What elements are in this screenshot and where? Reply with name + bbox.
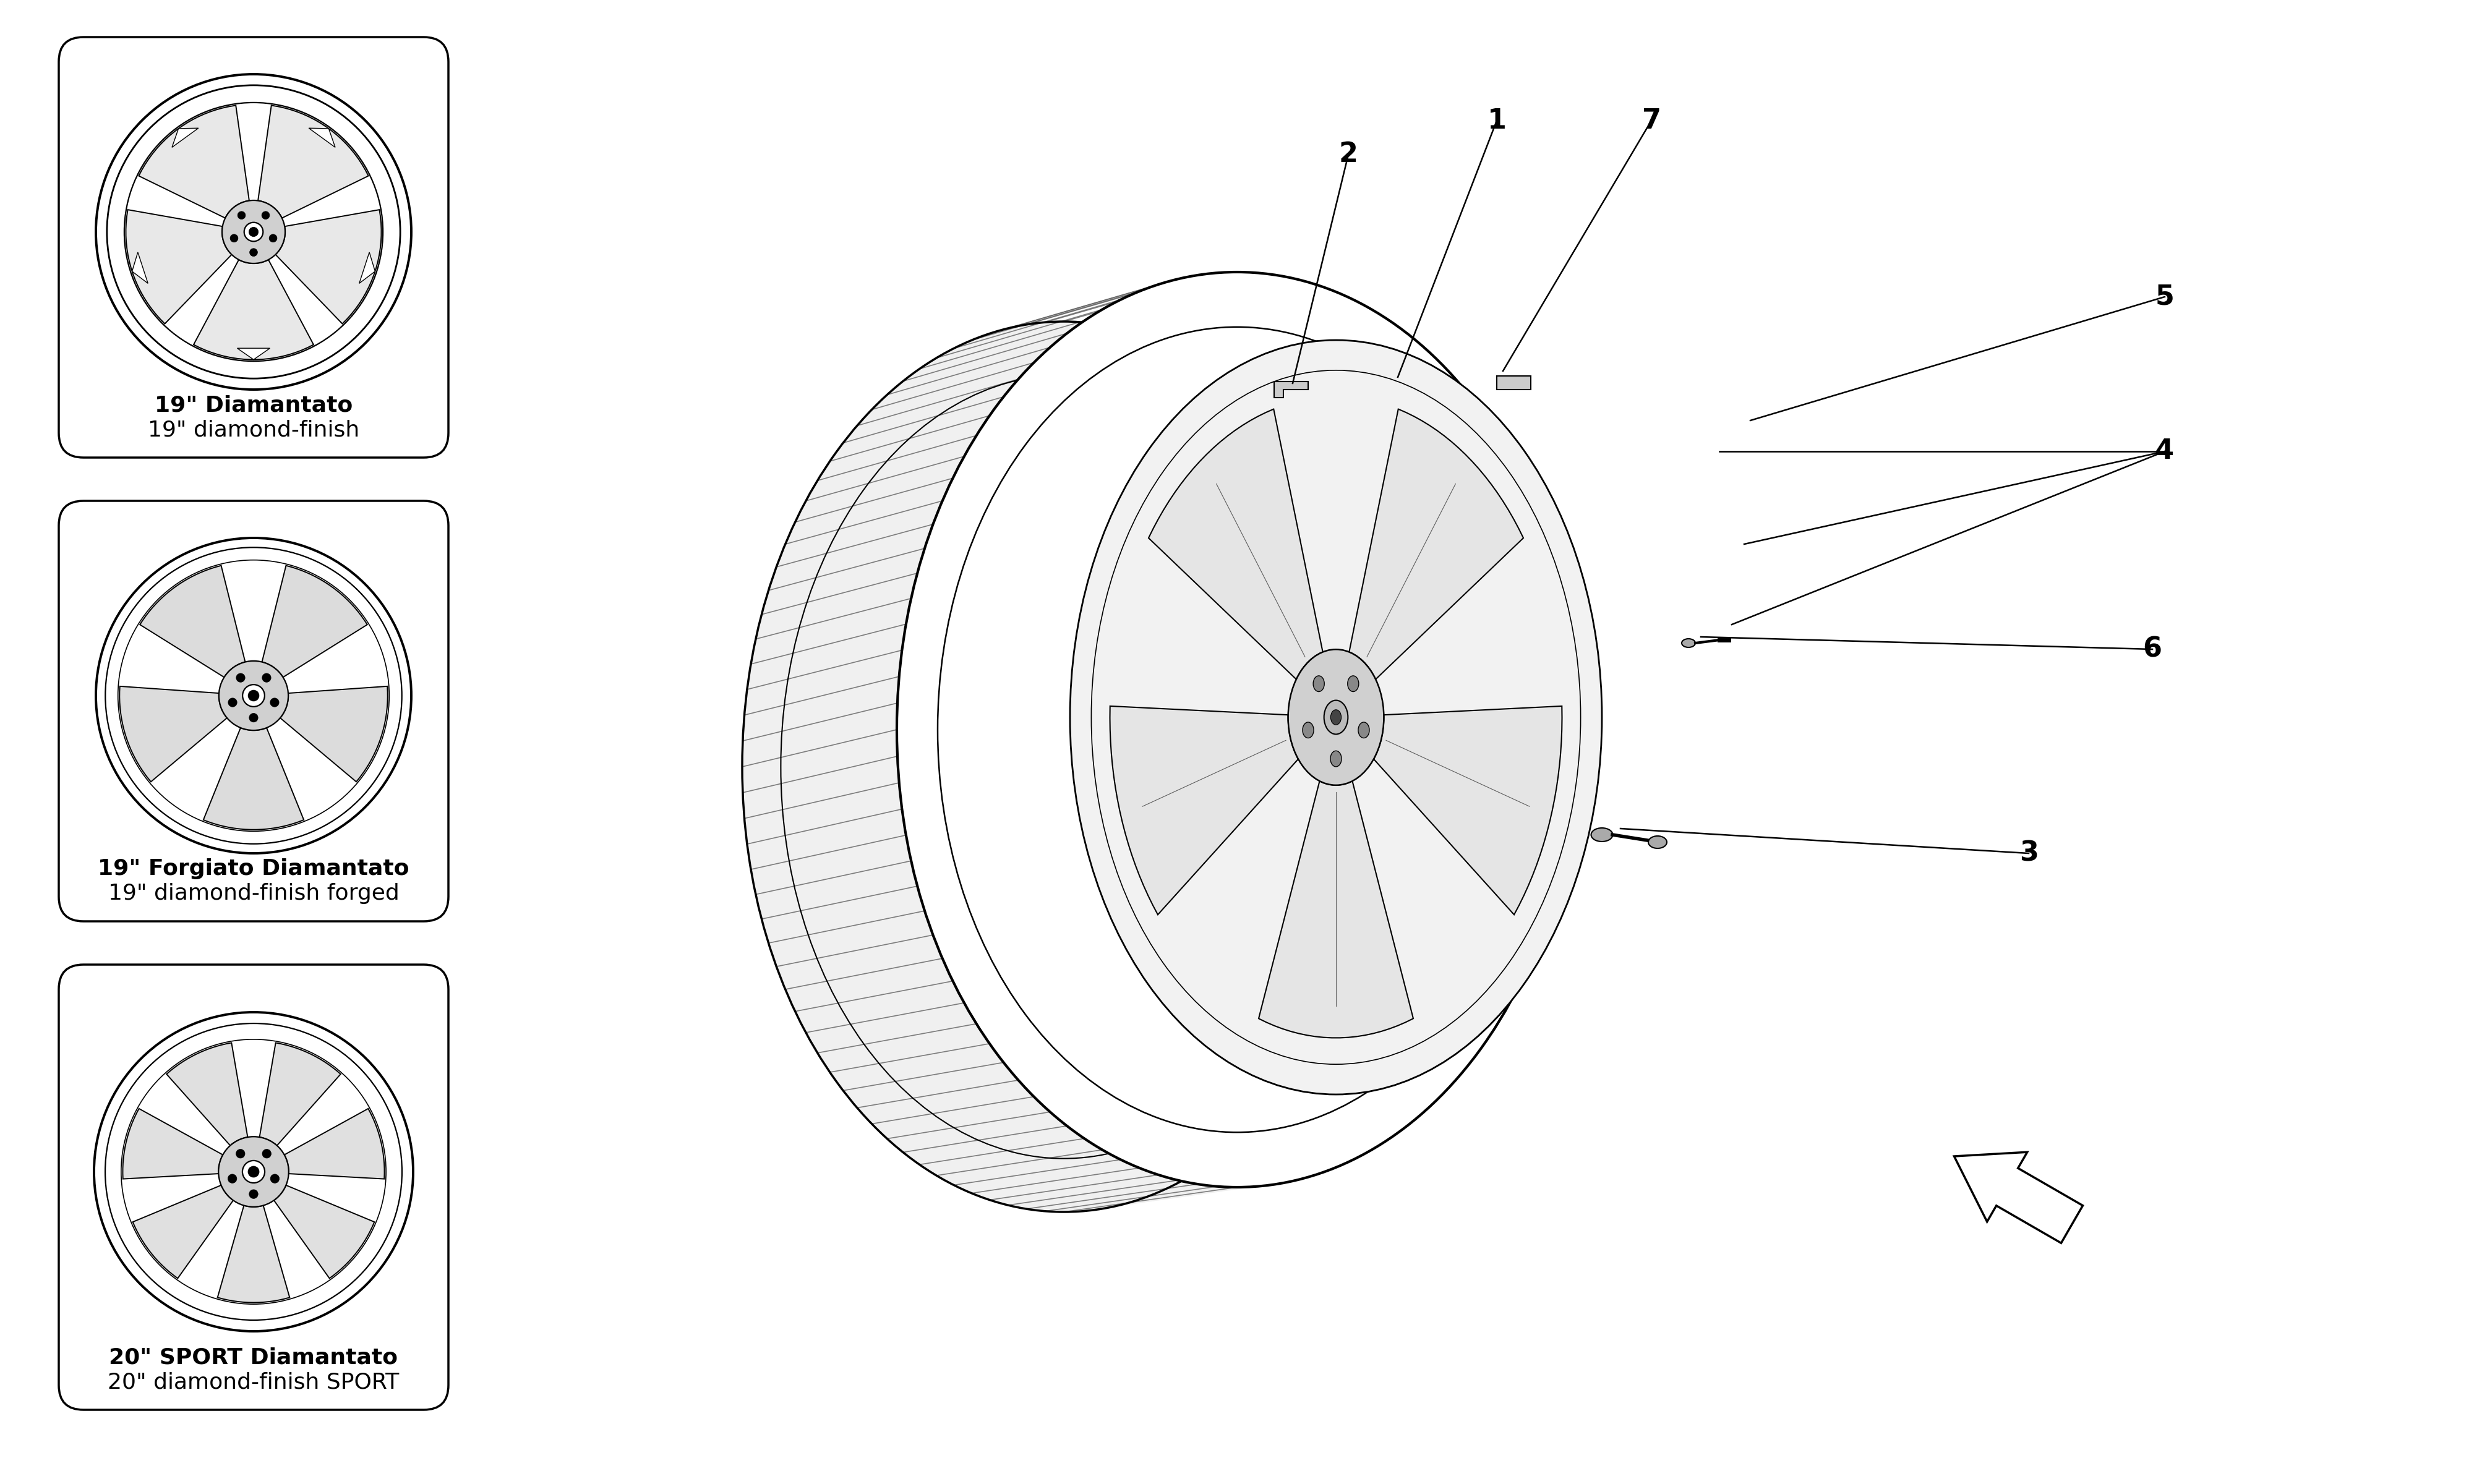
Circle shape (218, 660, 289, 730)
Text: 6: 6 (2142, 637, 2162, 662)
Circle shape (262, 674, 272, 683)
Circle shape (262, 1149, 272, 1158)
Circle shape (247, 690, 260, 700)
Polygon shape (218, 1205, 289, 1303)
Polygon shape (141, 565, 245, 677)
Polygon shape (1373, 706, 1561, 914)
Ellipse shape (1314, 675, 1324, 692)
Circle shape (250, 1190, 257, 1199)
Circle shape (262, 211, 270, 220)
Polygon shape (139, 105, 250, 218)
Text: 1: 1 (1487, 107, 1507, 134)
Ellipse shape (896, 272, 1578, 1187)
Circle shape (247, 1166, 260, 1177)
Circle shape (235, 674, 245, 683)
Circle shape (250, 227, 257, 236)
Ellipse shape (1069, 340, 1603, 1095)
Text: 19" diamond-finish forged: 19" diamond-finish forged (109, 883, 398, 904)
Ellipse shape (1591, 828, 1613, 841)
Polygon shape (275, 1186, 374, 1278)
Polygon shape (134, 1186, 233, 1278)
Text: 20" SPORT Diamantato: 20" SPORT Diamantato (109, 1347, 398, 1368)
Circle shape (235, 1149, 245, 1158)
FancyBboxPatch shape (59, 500, 448, 922)
Polygon shape (126, 209, 233, 324)
Text: 5: 5 (2155, 283, 2175, 310)
Polygon shape (742, 272, 1259, 1212)
Polygon shape (257, 105, 369, 218)
Circle shape (245, 223, 262, 242)
Ellipse shape (1331, 751, 1341, 767)
Polygon shape (280, 686, 388, 782)
Ellipse shape (1648, 835, 1667, 849)
Circle shape (218, 1137, 289, 1206)
FancyBboxPatch shape (59, 965, 448, 1410)
Ellipse shape (1348, 675, 1358, 692)
Polygon shape (275, 209, 381, 324)
Polygon shape (1148, 410, 1324, 680)
Polygon shape (1954, 1152, 2083, 1244)
Circle shape (250, 248, 257, 257)
Circle shape (119, 559, 388, 831)
Circle shape (270, 1174, 280, 1183)
Polygon shape (359, 252, 376, 283)
Circle shape (270, 234, 277, 242)
Ellipse shape (1324, 700, 1348, 735)
Polygon shape (131, 252, 148, 283)
Text: 20" diamond-finish SPORT: 20" diamond-finish SPORT (109, 1371, 398, 1392)
Ellipse shape (1682, 638, 1695, 647)
Circle shape (250, 714, 257, 723)
Circle shape (223, 200, 285, 264)
Polygon shape (238, 349, 270, 359)
Ellipse shape (1331, 709, 1341, 724)
Ellipse shape (1358, 723, 1371, 738)
Polygon shape (1111, 706, 1299, 914)
Polygon shape (309, 128, 336, 147)
Circle shape (270, 697, 280, 706)
Polygon shape (171, 128, 198, 147)
Polygon shape (1497, 375, 1531, 389)
Text: 4: 4 (2155, 438, 2175, 464)
Text: 2: 2 (1338, 141, 1358, 168)
Circle shape (121, 1039, 386, 1304)
Polygon shape (285, 1109, 383, 1178)
FancyBboxPatch shape (59, 37, 448, 457)
Polygon shape (119, 686, 228, 782)
Circle shape (242, 1160, 265, 1183)
Circle shape (238, 211, 245, 220)
Polygon shape (260, 1043, 341, 1146)
Circle shape (228, 697, 238, 706)
Text: 19" diamond-finish: 19" diamond-finish (148, 418, 359, 441)
Ellipse shape (1289, 650, 1383, 785)
Text: 7: 7 (1643, 107, 1660, 134)
Polygon shape (193, 260, 314, 359)
Polygon shape (1259, 781, 1413, 1037)
Polygon shape (203, 727, 304, 830)
Circle shape (242, 684, 265, 706)
Circle shape (230, 234, 238, 242)
Circle shape (124, 102, 383, 361)
Ellipse shape (1301, 723, 1314, 738)
Text: 19" Forgiato Diamantato: 19" Forgiato Diamantato (99, 858, 408, 879)
Text: 19" Diamantato: 19" Diamantato (153, 395, 354, 416)
Polygon shape (1274, 381, 1309, 398)
Polygon shape (124, 1109, 223, 1178)
Circle shape (228, 1174, 238, 1183)
Text: 3: 3 (2019, 840, 2039, 867)
Polygon shape (262, 565, 366, 677)
Polygon shape (166, 1043, 247, 1146)
Polygon shape (1348, 410, 1524, 680)
